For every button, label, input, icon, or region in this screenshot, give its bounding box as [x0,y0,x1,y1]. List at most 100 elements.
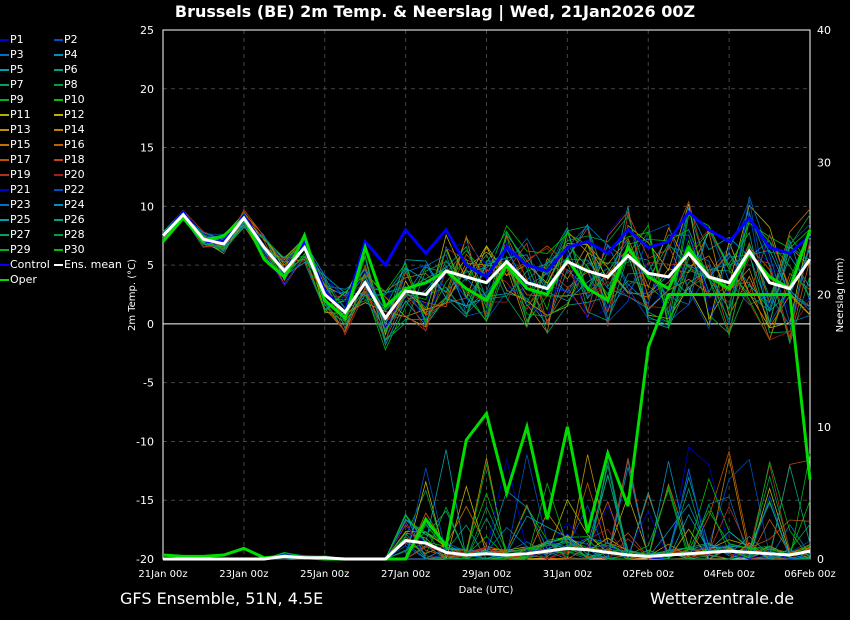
legend-label: P22 [64,183,85,196]
y2-tick-label: 10 [817,421,831,434]
y2-tick-label: 20 [817,289,831,302]
legend-swatch [0,83,9,86]
legend-swatch [54,128,63,131]
x-tick-label: 27Jan 00z [381,569,430,580]
legend-swatch [0,278,9,281]
temp-line-P28 [162,214,811,337]
y-tick-label: -15 [136,494,154,507]
legend-swatch [0,263,9,266]
legend-item: P3 [0,47,24,62]
legend-item: P17 [0,152,31,167]
legend-swatch [54,143,63,146]
x-tick-label: 04Feb 00z [703,569,755,580]
legend-swatch [0,203,9,206]
x-tick-label: 25Jan 00z [300,569,349,580]
legend-label: P23 [10,198,31,211]
legend-item: P25 [0,212,31,227]
legend-label: P6 [64,63,78,76]
legend-swatch [0,128,9,131]
legend-label: P20 [64,168,85,181]
temp-line-P13 [162,212,811,333]
legend-label: P9 [10,93,24,106]
y-tick-label: 25 [140,24,154,37]
temp-line-P19 [162,209,811,338]
legend-item: Control [0,257,50,272]
y-tick-label: 0 [147,318,154,331]
legend-item: P10 [54,92,85,107]
legend-item: P4 [54,47,78,62]
legend-swatch [54,218,63,221]
legend-item: P28 [54,227,85,242]
x-axis-label: Date (UTC) [459,585,514,596]
legend-item: P18 [54,152,85,167]
y-axis-label: 2m Temp. (°C) [127,259,138,331]
legend-label: P26 [64,213,85,226]
legend-label: P21 [10,183,31,196]
legend-label: P16 [64,138,85,151]
legend-label: P1 [10,33,24,46]
legend-swatch [54,248,63,251]
legend-label: P14 [64,123,85,136]
legend-swatch [54,203,63,206]
legend-label: P15 [10,138,31,151]
y-tick-label: -5 [143,377,154,390]
legend-label: P24 [64,198,85,211]
legend-label: P3 [10,48,24,61]
legend-item: P9 [0,92,24,107]
legend-label: P19 [10,168,31,181]
y-tick-label: -20 [136,553,154,566]
legend-item: P24 [54,197,85,212]
legend-swatch [0,68,9,71]
legend-label: P30 [64,243,85,256]
legend-label: Control [10,258,50,271]
y-tick-label: 15 [140,142,154,155]
y2-tick-label: 30 [817,156,831,169]
legend-swatch [54,38,63,41]
legend-item: P21 [0,182,31,197]
y-tick-label: 10 [140,200,154,213]
legend-label: Oper [10,273,37,286]
legend-item: P1 [0,32,24,47]
legend-item: P26 [54,212,85,227]
legend-item: P2 [54,32,78,47]
legend-swatch [0,173,9,176]
brand-label: Wetterzentrale.de [650,589,795,608]
legend-swatch [0,98,9,101]
legend-item: P20 [54,167,85,182]
legend-label: P28 [64,228,85,241]
legend-item: P30 [54,242,85,257]
legend-swatch [0,248,9,251]
y2-tick-label: 0 [817,553,824,566]
legend-item: P22 [54,182,85,197]
legend-swatch [0,53,9,56]
legend-swatch [54,68,63,71]
legend-swatch [0,218,9,221]
legend-swatch [54,158,63,161]
legend-label: P18 [64,153,85,166]
y2-tick-label: 40 [817,24,831,37]
legend-label: P11 [10,108,31,121]
legend-item: P12 [54,107,85,122]
legend-label: P4 [64,48,78,61]
legend-swatch [0,158,9,161]
legend-label: P8 [64,78,78,91]
legend-item: P15 [0,137,31,152]
legend-label: P10 [64,93,85,106]
legend-item: P8 [54,77,78,92]
x-tick-label: 31Jan 00z [543,569,592,580]
legend-item: P13 [0,122,31,137]
legend-item: P16 [54,137,85,152]
legend-item: P29 [0,242,31,257]
legend-item: P27 [0,227,31,242]
legend-item: P7 [0,77,24,92]
legend-swatch [0,188,9,191]
precip-line-ens-mean [163,538,811,561]
x-tick-label: 02Feb 00z [622,569,674,580]
legend-item: P11 [0,107,31,122]
legend-label: P7 [10,78,24,91]
legend-swatch [0,143,9,146]
legend-swatch [0,233,9,236]
y-tick-label: 20 [140,83,154,96]
legend-label: P29 [10,243,31,256]
